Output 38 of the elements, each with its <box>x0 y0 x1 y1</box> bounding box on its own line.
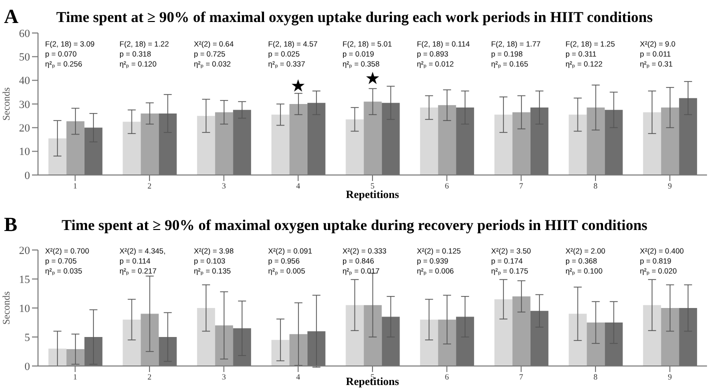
annotation: ★ <box>365 69 380 88</box>
x-tick-label: 7 <box>519 372 524 382</box>
x-tick-label: 6 <box>444 182 449 191</box>
y-tick-label: 40 <box>19 75 30 88</box>
x-tick-label: 1 <box>73 372 78 382</box>
x-axis-title: Repetitions <box>344 189 400 202</box>
y-tick-label: 50 <box>19 52 30 64</box>
x-tick-label: 5 <box>370 182 374 191</box>
y-tick-label: 5 <box>24 332 30 344</box>
y-axis-title: Seconds <box>2 87 13 121</box>
y-tick-label: 20 <box>19 122 30 135</box>
x-tick-label: 9 <box>668 372 672 382</box>
annotation: ★ <box>290 77 306 96</box>
y-axis-title: Seconds <box>2 291 13 325</box>
x-tick-label: 3 <box>222 182 226 191</box>
text: A <box>4 6 18 29</box>
y-tick-label: 60 <box>19 28 30 40</box>
x-tick-label: 2 <box>148 372 152 382</box>
x-tick-label: 2 <box>148 182 152 191</box>
y-tick-label: 0 <box>24 170 30 182</box>
x-tick-label: 7 <box>519 182 524 191</box>
text: B <box>4 214 18 237</box>
y-tick-label: 0 <box>24 360 30 373</box>
y-tick-label: 15 <box>19 274 30 286</box>
x-tick-label: 4 <box>296 372 300 382</box>
x-tick-label: 4 <box>296 182 300 191</box>
x-tick-label: 8 <box>594 372 598 382</box>
y-tick-label: 30 <box>19 98 30 111</box>
x-tick-label: 3 <box>222 372 226 382</box>
x-tick-label: 6 <box>444 372 449 382</box>
y-tick-label: 10 <box>19 302 30 315</box>
y-tick-label: 20 <box>19 244 30 257</box>
chart-title: Time spent at ≥ 90% of maximal oxygen uptake during each work periods in HIIT conditions <box>56 10 653 26</box>
chart-title: Time spent at ≥ 90% of maximal oxygen uptake during recovery periods in HIIT conditions <box>62 218 648 234</box>
y-tick-label: 10 <box>19 146 30 158</box>
x-tick-label: 9 <box>668 182 672 191</box>
x-tick-label: 1 <box>73 182 78 191</box>
x-tick-label: 8 <box>594 182 598 191</box>
